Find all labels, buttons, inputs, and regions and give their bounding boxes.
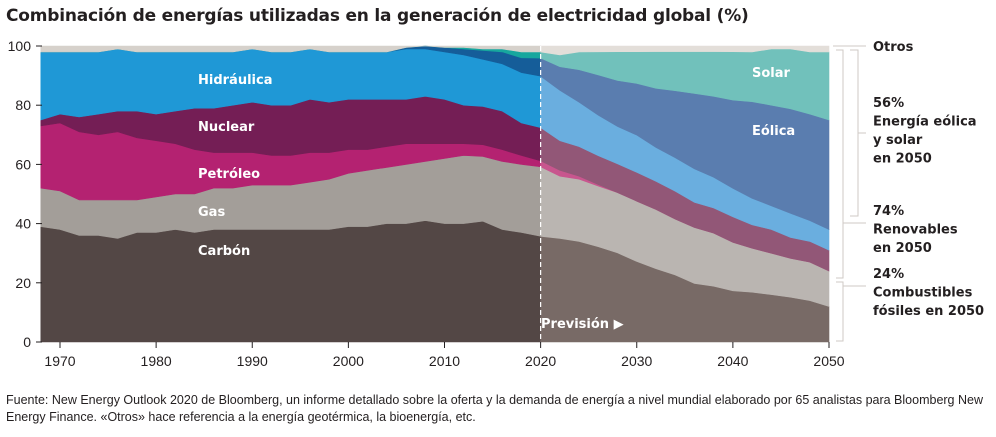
annotations: Otros 56% Energía eólica y solar en 2050 74% R…	[873, 40, 984, 319]
series-label-gas: Gas	[198, 205, 225, 220]
annotation-line: Energía eólica	[873, 115, 977, 130]
annotation-label: 74% Renovables en 2050	[873, 204, 958, 256]
annotation-label: 24% Combustibles fósiles en 2050	[873, 267, 984, 319]
annotation-line: Otros	[873, 40, 914, 55]
series-label-nuclear: Nuclear	[198, 120, 255, 135]
series-label-hidraulica: Hidráulica	[198, 73, 272, 88]
x-tick-label: 2050	[813, 353, 844, 369]
y-tick-label: 0	[23, 334, 31, 350]
annotation-line: 24%	[873, 267, 904, 282]
annotation-line: 74%	[873, 204, 904, 219]
y-tick-label: 20	[15, 275, 31, 291]
y-tick-label: 80	[15, 97, 31, 113]
chart-title: Combinación de energías utilizadas en la…	[6, 6, 749, 26]
x-tick-label: 2000	[333, 353, 364, 369]
x-tick-label: 2030	[621, 353, 652, 369]
annotation-bracket	[850, 49, 866, 217]
x-tick-label: 2010	[429, 353, 460, 369]
x-tick-label: 1980	[141, 353, 172, 369]
annotation-line: en 2050	[873, 241, 932, 256]
series-label-eolica: Eólica	[752, 124, 795, 139]
y-tick-label: 100	[8, 38, 32, 54]
annotation-line: en 2050	[873, 152, 932, 167]
annotation-bracket	[836, 281, 866, 342]
x-tick-label: 1970	[44, 353, 75, 369]
annotation-line: 56%	[873, 96, 904, 111]
series-label-solar: Solar	[752, 66, 791, 81]
forecast-label: Previsión ▶	[541, 317, 624, 332]
y-tick-label: 60	[15, 156, 31, 172]
x-tick-label: 2020	[525, 353, 556, 369]
annotation-line: fósiles en 2050	[873, 304, 984, 319]
y-axis: 0 20 40 60 80 100	[8, 38, 42, 350]
x-tick-label: 1990	[237, 353, 268, 369]
annotation-bracket	[836, 49, 866, 279]
annotation-line: Combustibles	[873, 286, 973, 301]
series-label-petroleo: Petróleo	[198, 167, 260, 182]
footnote: Fuente: New Energy Outlook 2020 de Bloom…	[6, 393, 983, 424]
annotation-line: y solar	[873, 133, 923, 148]
area-carbon-historical	[40, 220, 541, 343]
annotation-label: Otros	[873, 40, 914, 55]
series-label-carbon: Carbón	[198, 244, 250, 259]
annotation-line: Renovables	[873, 223, 958, 238]
x-axis: 1970 1980 1990 2000 2010 2020 2030 2040 2050	[44, 342, 845, 369]
y-tick-label: 40	[15, 216, 31, 232]
annotation-label: 56% Energía eólica y solar en 2050	[873, 96, 977, 167]
area-otros-forecast	[540, 45, 830, 56]
area-layers	[40, 45, 830, 343]
annotation-brackets	[833, 45, 866, 342]
x-tick-label: 2040	[717, 353, 748, 369]
